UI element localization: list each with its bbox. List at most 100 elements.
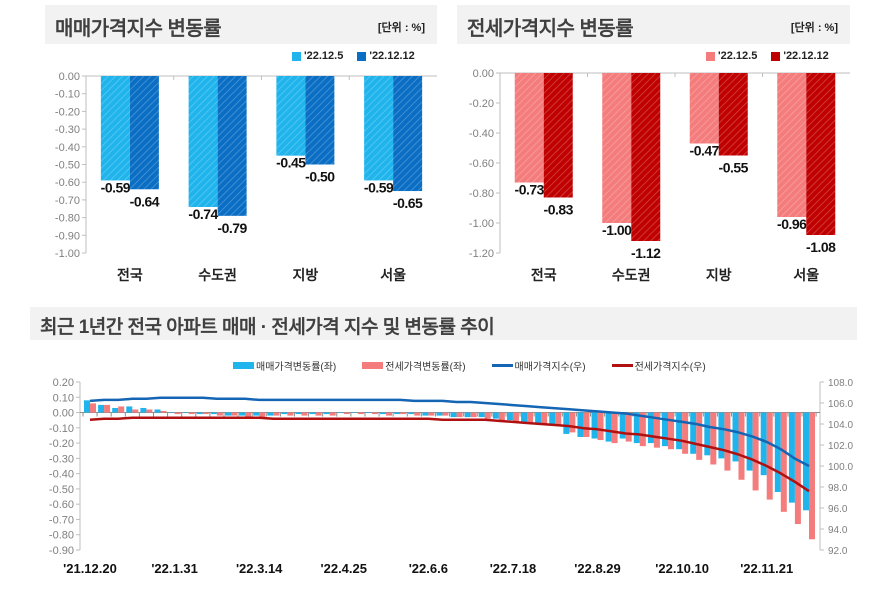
jeonse-change-bar <box>301 412 308 416</box>
jeonse-change-bar <box>653 412 660 448</box>
right-tick-label: 94.0 <box>828 525 848 536</box>
jeonse-change-bar <box>174 412 181 415</box>
right-tick-label: 106.0 <box>828 399 853 410</box>
sale-legend: '22.12.5 '22.12.12 <box>292 50 415 62</box>
legend-item: 전세가격변동률(좌) <box>362 358 466 373</box>
y-tick-label: -0.80 <box>469 188 494 200</box>
bar-hatch <box>514 73 544 183</box>
sale-change-bar <box>746 412 753 471</box>
x-tick-label: '22.7.18 <box>490 561 536 576</box>
right-tick-label: 102.0 <box>828 441 853 452</box>
legend-label: '22.12.5 <box>304 50 344 62</box>
bar-hatch <box>602 73 632 223</box>
legend-swatch <box>706 51 715 61</box>
x-tick-label: '22.8.29 <box>574 561 620 576</box>
sale-change-bar <box>803 412 809 511</box>
jeonse-change-bar <box>668 412 675 450</box>
jeonse-change-bar <box>442 412 449 416</box>
sale-change-bar <box>619 412 626 439</box>
sale-change-bar <box>464 412 471 418</box>
jeonse-change-bar <box>245 412 252 418</box>
x-tick-label: '21.12.20 <box>63 561 117 576</box>
bar-hatch <box>276 76 306 156</box>
bar-hatch <box>543 73 573 198</box>
sale-change-bar <box>394 412 401 415</box>
jeonse-change-bar <box>146 409 153 413</box>
jeonse-change-bar <box>512 412 519 422</box>
sale-change-bar <box>492 412 499 419</box>
jeonse-change-bar <box>611 412 618 444</box>
sale-change-bar <box>450 412 457 418</box>
data-label: -0.59 <box>101 179 131 195</box>
legend-item: '22.12.5 <box>292 50 343 62</box>
sale-change-bar <box>605 412 612 442</box>
sale-change-bar <box>422 412 429 416</box>
x-tick-label: '22.1.31 <box>151 561 197 576</box>
data-label: -0.45 <box>276 155 306 171</box>
jeonse-change-bar <box>752 412 759 491</box>
legend-label: 전세가격지수(우) <box>634 362 706 373</box>
left-tick-label: -0.70 <box>49 514 74 526</box>
jeonse-change-bar <box>484 412 491 419</box>
category-label: 전국 <box>117 267 143 283</box>
sale-change-bar <box>239 412 246 416</box>
sale-change-bar <box>84 400 90 413</box>
data-label: -0.65 <box>393 195 423 211</box>
category-label: 지방 <box>706 267 732 283</box>
jeonse-change-bar <box>470 412 477 418</box>
jeonse-index-line <box>89 416 810 493</box>
sale-change-bar <box>478 412 485 418</box>
sale-change-bar <box>267 412 274 416</box>
sale-change-bar <box>126 406 133 413</box>
jeonse-change-bar <box>569 412 576 433</box>
y-tick-label: -0.20 <box>469 98 494 110</box>
legend-label: 매매가격지수(우) <box>514 362 586 373</box>
legend-swatch <box>491 364 513 367</box>
legend-swatch <box>362 362 384 369</box>
sale-change-bar <box>704 412 711 456</box>
x-tick-label: '22.6.6 <box>409 561 448 576</box>
bar-hatch <box>129 76 159 190</box>
legend-item: '22.12.12 <box>357 50 415 62</box>
sale-change-bar <box>633 412 640 444</box>
jeonse-change-bar <box>118 406 125 413</box>
right-tick-label: 92.0 <box>828 546 848 557</box>
sale-change-bar <box>281 412 288 415</box>
data-label: -0.50 <box>305 169 335 185</box>
jeonse-change-bar <box>400 412 407 415</box>
y-tick-label: 0.00 <box>59 71 80 83</box>
trend-legend: 매매가격변동률(좌) 전세가격변동률(좌) 매매가격지수(우) 전세가격지수(우… <box>233 358 706 373</box>
right-tick-label: 104.0 <box>828 420 853 431</box>
sale-change-bar <box>196 412 203 415</box>
right-tick-label: 108.0 <box>828 378 853 389</box>
sale-change-bar <box>760 412 767 476</box>
left-tick-label: -0.40 <box>49 469 74 481</box>
jeonse-change-bar <box>541 412 548 425</box>
sale-change-bar <box>253 412 260 416</box>
jeonse-change-bar <box>357 412 364 415</box>
sale-change-bar <box>408 412 415 415</box>
x-tick-label: '22.11.21 <box>740 561 793 576</box>
category-label: 서울 <box>793 267 819 283</box>
sale-change-bar <box>182 412 189 414</box>
sale-change-bar <box>718 412 725 459</box>
sale-index-line <box>89 396 810 468</box>
jeonse-panel-header: 전세가격지수 변동률 [단위 : %] <box>457 5 850 44</box>
category-label: 전국 <box>531 267 557 283</box>
sale-change-bar <box>436 412 443 416</box>
legend-swatch <box>233 362 254 369</box>
data-label: -1.08 <box>806 239 836 255</box>
x-tick-label: '22.10.10 <box>655 561 709 576</box>
y-tick-label: -1.00 <box>469 218 494 230</box>
bar-hatch <box>689 73 719 144</box>
jeonse-change-bar <box>343 412 350 415</box>
data-label: -0.59 <box>364 179 394 195</box>
y-tick-label: -1.20 <box>469 248 494 260</box>
bar-hatch <box>305 76 335 165</box>
legend-swatch <box>292 51 301 61</box>
sale-change-bar <box>774 412 781 492</box>
jeonse-change-bar <box>230 412 237 416</box>
y-tick-label: -0.70 <box>55 195 80 207</box>
jeonse-change-bar <box>738 412 745 480</box>
